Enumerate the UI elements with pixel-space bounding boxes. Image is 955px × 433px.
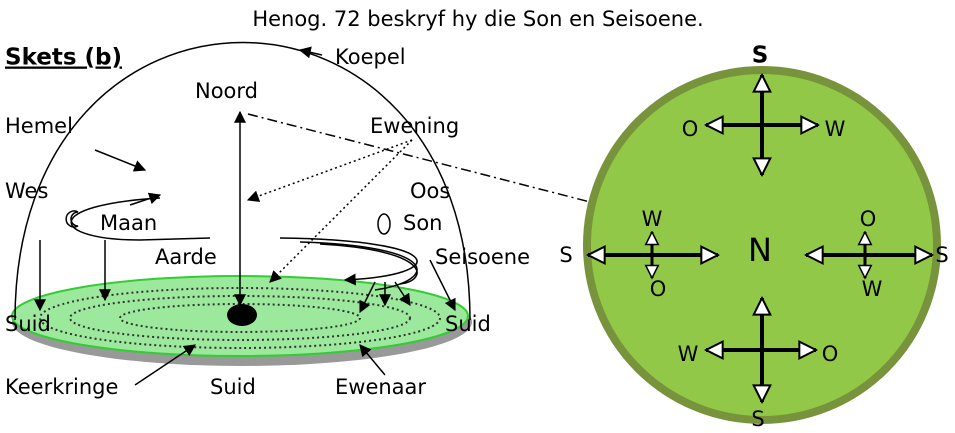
label: Suid — [5, 312, 51, 336]
compass-label: S — [751, 407, 764, 431]
compass-label: O — [860, 207, 877, 231]
compass-label: W — [862, 277, 883, 301]
compass-label: W — [642, 207, 663, 231]
compass-label: O — [650, 277, 667, 301]
sun — [378, 214, 390, 234]
compass-label: S — [935, 243, 948, 267]
label: Ewenaar — [335, 375, 426, 399]
compass-label: S — [752, 43, 769, 69]
compass-label: O — [822, 342, 839, 366]
title: Henog. 72 beskryf hy die Son en Seisoene… — [252, 7, 703, 31]
compass-label: W — [825, 117, 846, 141]
figure: Henog. 72 beskryf hy die Son en Seisoene… — [0, 0, 955, 433]
sketch-label: Skets (b) — [5, 45, 122, 71]
label: Seisoene — [435, 245, 530, 269]
label: Keerkringe — [5, 375, 118, 399]
compass-label: S — [559, 243, 572, 267]
label: Suid — [210, 375, 256, 399]
label: Oos — [410, 179, 450, 203]
label: Noord — [195, 79, 258, 103]
compass-center: N — [748, 231, 772, 269]
label: Son — [403, 211, 443, 235]
label: Aarde — [155, 245, 217, 269]
label: Hemel — [5, 114, 73, 138]
label: Wes — [5, 179, 48, 203]
label: Koepel — [335, 45, 406, 69]
sky-pointer — [95, 150, 145, 170]
page: Henog. 72 beskryf hy die Son en Seisoene… — [0, 0, 955, 433]
equinox-line — [248, 140, 412, 200]
label: Ewening — [370, 114, 459, 138]
label: Maan — [100, 211, 157, 235]
compass-label: O — [682, 117, 699, 141]
earth-center — [227, 304, 257, 326]
compass-label: W — [678, 342, 699, 366]
equinox-line — [270, 140, 412, 282]
label: Suid — [445, 312, 491, 336]
